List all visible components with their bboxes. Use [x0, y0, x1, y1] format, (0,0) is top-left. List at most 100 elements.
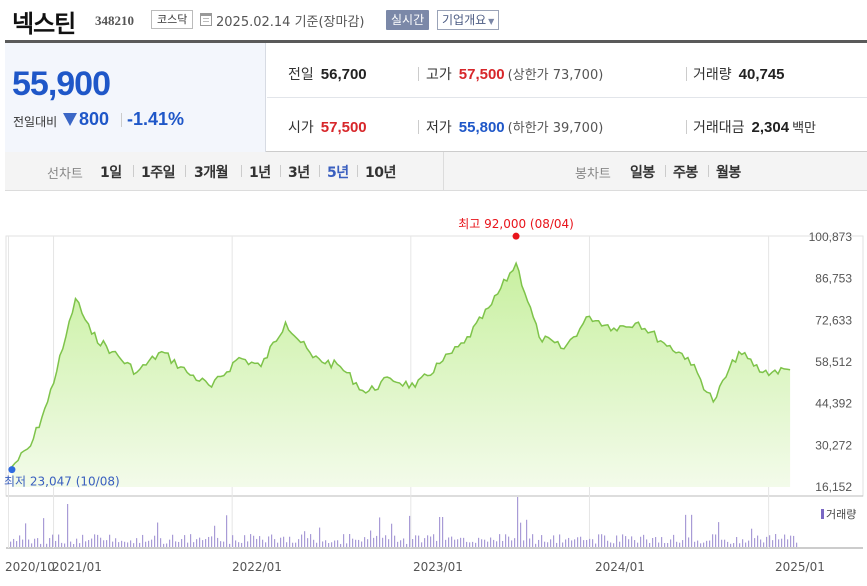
amount-value: 2,304	[751, 119, 790, 136]
volume-bar	[403, 538, 405, 547]
volume-bar	[445, 539, 447, 547]
x-tick-label: 2022/01	[232, 560, 282, 574]
volume-bar	[448, 537, 450, 547]
volume-bar	[598, 534, 600, 547]
volume-bar	[793, 535, 795, 547]
volume-bar	[298, 539, 300, 547]
volume-bar	[157, 522, 159, 547]
volume-bar	[352, 538, 354, 547]
amount-label: 거래대금	[693, 120, 745, 136]
volume-bar	[439, 517, 441, 547]
volume-bar	[772, 540, 774, 547]
volume-bar	[418, 535, 420, 547]
y-tick-label: 72,633	[815, 313, 852, 327]
volume-bar	[481, 539, 483, 547]
volume-bar	[721, 539, 723, 547]
candle-weekly[interactable]: 주봉	[673, 165, 698, 181]
volume-bar	[634, 540, 636, 547]
volume-bar	[496, 541, 498, 547]
period-3m[interactable]: 3개월	[194, 165, 229, 181]
volume-bar	[655, 537, 657, 547]
volume-bar	[175, 541, 177, 547]
volume-bar	[679, 542, 681, 547]
volume-bar	[52, 534, 54, 547]
price-chart[interactable]: 100,873 86,753 72,633 58,512 44,392 30,272 16,…	[0, 191, 867, 586]
period-10y[interactable]: 10년	[365, 165, 396, 181]
volume-bar	[796, 542, 798, 547]
volume-bar	[406, 543, 408, 547]
min-point-label: 최저 23,047 (10/08)	[4, 475, 120, 489]
x-tick-label: 2021/01	[52, 560, 102, 574]
volume-bar	[538, 539, 540, 547]
period-1d[interactable]: 1일	[100, 165, 122, 181]
volume-bar	[751, 528, 753, 547]
company-info-button[interactable]: 기업개요 ▼	[437, 10, 500, 30]
volume-bar	[79, 543, 81, 547]
period-1y[interactable]: 1년	[249, 165, 271, 181]
current-price: 55,900	[12, 65, 111, 103]
volume-bar	[760, 539, 762, 547]
period-3y[interactable]: 3년	[288, 165, 310, 181]
x-tick-label: 2025/01	[775, 560, 825, 574]
high-value: 57,500	[458, 66, 505, 83]
volume-bar	[190, 534, 192, 547]
min-point-marker	[8, 466, 16, 474]
volume-bar	[625, 536, 627, 547]
volume-bar	[733, 543, 735, 547]
high-label: 고가	[426, 67, 452, 83]
volume-bar	[64, 543, 66, 547]
volume-bar	[22, 539, 24, 547]
period-5y[interactable]: 5년	[327, 165, 349, 181]
volume-bar	[586, 539, 588, 547]
row-divider	[267, 97, 867, 98]
max-point-label: 최고 92,000 (08/04)	[458, 217, 574, 231]
volume-bar	[292, 542, 294, 547]
candle-daily[interactable]: 일봉	[630, 165, 655, 181]
volume-bar	[160, 538, 162, 547]
volume-bar	[385, 535, 387, 547]
volume-bar	[367, 539, 369, 547]
volume-bar	[265, 542, 267, 547]
volume-bar	[673, 534, 675, 547]
amount-unit: 백만	[792, 121, 816, 136]
candle-monthly[interactable]: 월봉	[716, 165, 741, 181]
volume-bar	[571, 540, 573, 547]
volume-bar	[658, 542, 660, 547]
volume-bar	[697, 540, 699, 547]
volume-bar	[268, 536, 270, 547]
volume-bar	[511, 540, 513, 547]
volume-bar	[142, 534, 144, 547]
volume-bar	[46, 543, 48, 547]
max-point-marker	[512, 232, 520, 240]
period-1w[interactable]: 1주일	[141, 165, 176, 181]
volume-legend-swatch	[821, 509, 824, 519]
volume-bar	[307, 538, 309, 547]
volume-bar	[706, 540, 708, 547]
y-tick-label: 58,512	[815, 355, 852, 369]
volume-bar	[700, 543, 702, 547]
low-value: 55,800	[458, 119, 505, 136]
y-tick-label: 16,152	[815, 480, 852, 494]
volume-bar	[364, 537, 366, 547]
volume-bar	[493, 539, 495, 547]
down-arrow-icon	[63, 113, 77, 126]
volume-bar	[784, 534, 786, 547]
volume-bar	[562, 542, 564, 547]
volume-bar	[616, 535, 618, 547]
volume-bar	[619, 541, 621, 547]
volume-bar	[472, 541, 474, 547]
volume-bar	[166, 543, 168, 547]
volume-bar	[754, 538, 756, 547]
volume-bar	[682, 540, 684, 547]
stock-code: 348210	[95, 13, 134, 28]
y-tick-label: 30,272	[815, 438, 852, 452]
realtime-button[interactable]: 실시간	[386, 10, 430, 30]
volume-bar	[262, 539, 264, 547]
volume-bar	[559, 534, 561, 547]
volume-bar	[10, 541, 12, 547]
low-label: 저가	[426, 120, 452, 136]
volume-bar	[580, 536, 582, 547]
volume-bar	[715, 534, 717, 547]
volume-bar	[43, 518, 45, 547]
volume-bar	[271, 534, 273, 547]
